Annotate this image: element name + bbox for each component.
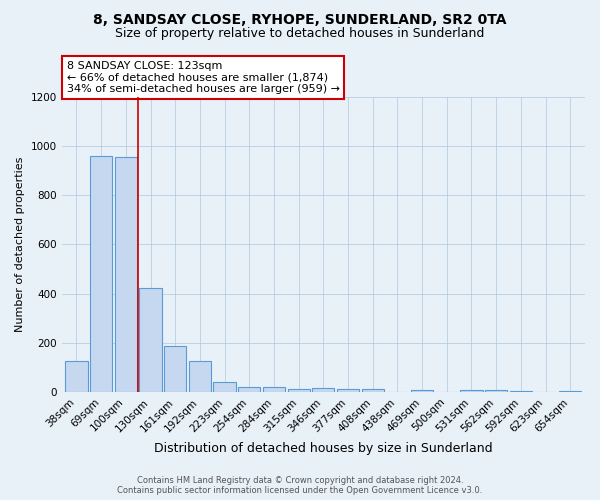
Bar bbox=[287, 389, 310, 392]
Bar bbox=[115, 158, 137, 392]
Bar bbox=[214, 382, 236, 392]
Y-axis label: Number of detached properties: Number of detached properties bbox=[15, 157, 25, 332]
Bar bbox=[312, 388, 334, 392]
Bar bbox=[460, 390, 482, 392]
Text: 8 SANDSAY CLOSE: 123sqm
← 66% of detached houses are smaller (1,874)
34% of semi: 8 SANDSAY CLOSE: 123sqm ← 66% of detache… bbox=[67, 61, 340, 94]
Bar bbox=[164, 346, 187, 392]
Text: Contains HM Land Registry data © Crown copyright and database right 2024.
Contai: Contains HM Land Registry data © Crown c… bbox=[118, 476, 482, 495]
X-axis label: Distribution of detached houses by size in Sunderland: Distribution of detached houses by size … bbox=[154, 442, 493, 455]
Text: 8, SANDSAY CLOSE, RYHOPE, SUNDERLAND, SR2 0TA: 8, SANDSAY CLOSE, RYHOPE, SUNDERLAND, SR… bbox=[93, 12, 507, 26]
Bar bbox=[510, 390, 532, 392]
Bar bbox=[90, 156, 112, 392]
Bar bbox=[65, 361, 88, 392]
Bar bbox=[139, 288, 161, 392]
Bar bbox=[189, 361, 211, 392]
Bar bbox=[559, 390, 581, 392]
Text: Size of property relative to detached houses in Sunderland: Size of property relative to detached ho… bbox=[115, 28, 485, 40]
Bar bbox=[263, 387, 285, 392]
Bar bbox=[411, 390, 433, 392]
Bar bbox=[362, 390, 384, 392]
Bar bbox=[238, 387, 260, 392]
Bar bbox=[485, 390, 507, 392]
Bar bbox=[337, 389, 359, 392]
